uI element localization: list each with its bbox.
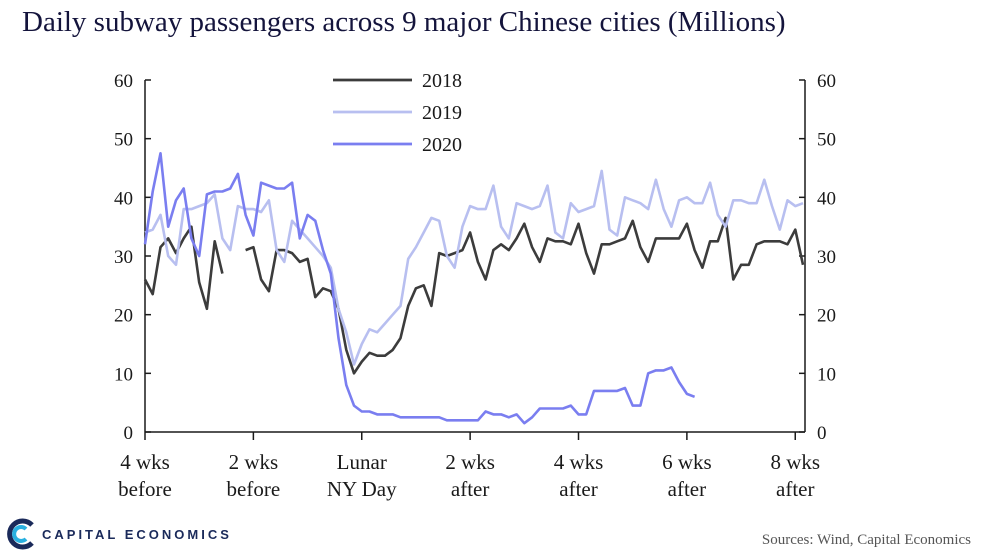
y-tick-label-left: 0 [124,423,134,444]
series-line-2018 [245,216,805,375]
y-tick-label-left: 20 [114,306,133,327]
y-tick-label-left: 40 [114,188,133,209]
x-tick-label: 2 wks [229,450,279,474]
x-tick-label: before [227,477,281,501]
x-tick-label: before [118,477,172,501]
capital-economics-logo: CAPITAL ECONOMICS [4,515,232,553]
x-tick-label: after [776,477,814,501]
x-tick-label: 4 wks [120,450,170,474]
y-tick-label-left: 60 [114,71,133,92]
y-tick-label-right: 0 [817,423,827,444]
x-tick-label: Lunar [337,450,387,474]
y-tick-label-left: 50 [114,130,133,151]
x-tick-label: 2 wks [445,450,495,474]
x-tick-label: NY Day [327,477,397,501]
series-line-2020 [143,152,696,425]
capital-economics-logo-icon [7,518,34,550]
chart-legend: 2018 2019 2020 [333,70,462,156]
y-tick-label-right: 40 [817,188,836,209]
y-tick-label-left: 10 [114,364,133,385]
chart-title: Daily subway passengers across 9 major C… [22,6,786,38]
logo-text: CAPITAL ECONOMICS [42,526,232,542]
x-tick-label: 4 wks [554,450,604,474]
x-tick-label: after [559,477,597,501]
series-line-2019 [144,169,804,366]
legend-label-2018: 2018 [422,70,462,92]
chart-series-lines [143,152,805,425]
x-tick-label: after [668,477,706,501]
sources-note: Sources: Wind, Capital Economics [761,532,971,548]
y-tick-label-right: 50 [817,130,836,151]
x-tick-label: 8 wks [770,450,820,474]
y-tick-label-right: 30 [817,247,836,268]
legend-label-2020: 2020 [422,134,462,156]
y-tick-label-right: 60 [817,71,836,92]
x-tick-label: after [451,477,489,501]
x-tick-label: 6 wks [662,450,712,474]
series-line-2018 [143,225,224,311]
y-tick-label-right: 10 [817,364,836,385]
legend-label-2019: 2019 [422,102,462,124]
y-tick-label-right: 20 [817,306,836,327]
y-tick-label-left: 30 [114,247,133,268]
